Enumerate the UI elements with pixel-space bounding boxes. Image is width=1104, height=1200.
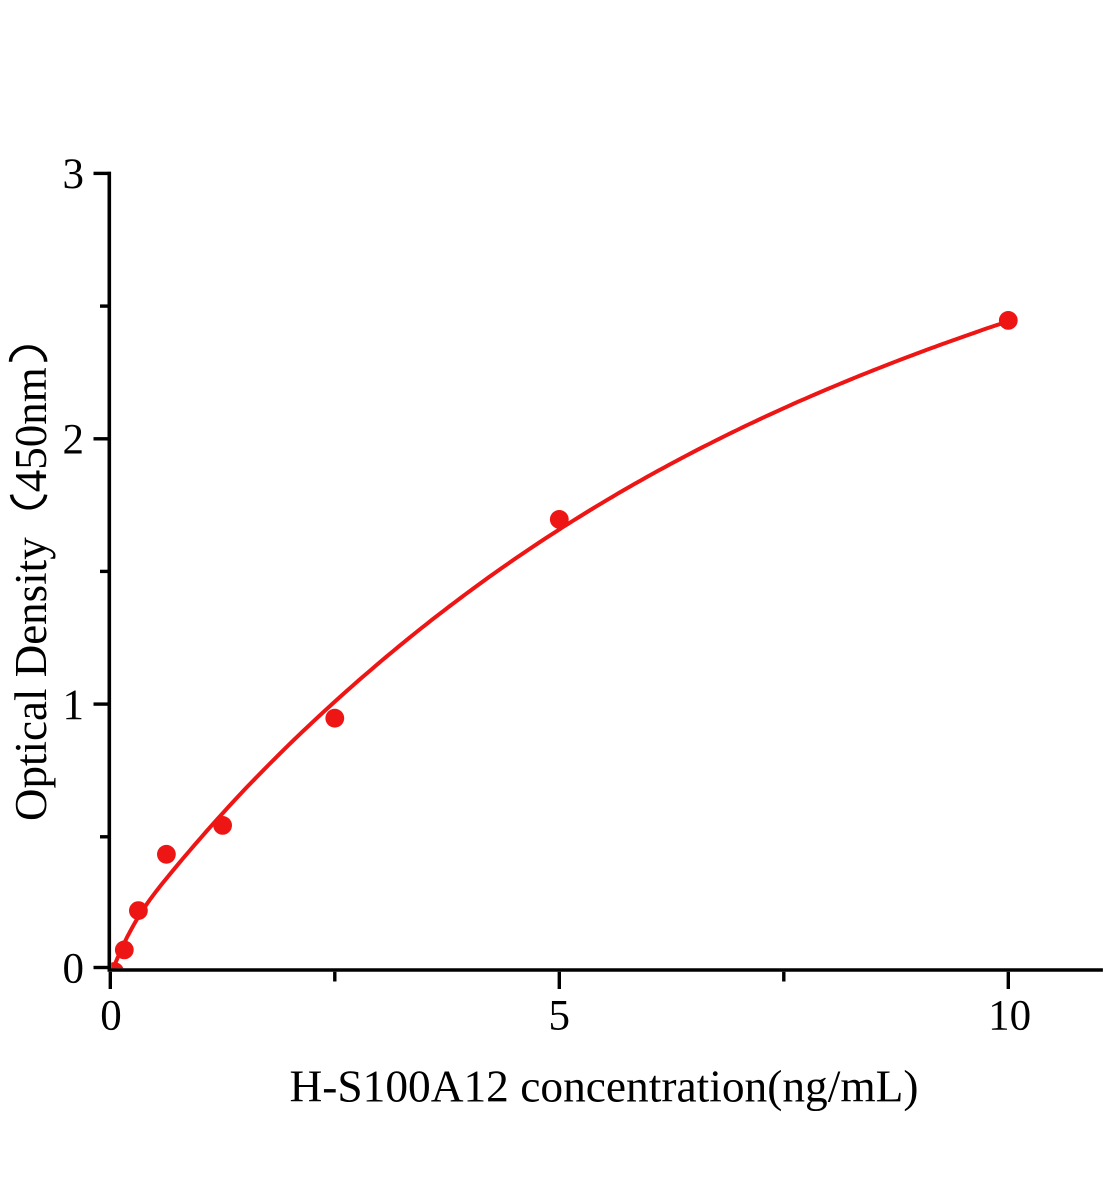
svg-text:1: 1: [63, 682, 85, 729]
svg-text:10: 10: [988, 993, 1031, 1040]
svg-text:2: 2: [63, 417, 85, 464]
svg-text:H-S100A12 concentration(ng/mL): H-S100A12 concentration(ng/mL): [289, 1062, 918, 1112]
svg-text:0: 0: [100, 993, 122, 1040]
svg-text:Optical Density: Optical Density: [6, 537, 56, 821]
svg-text:450nm: 450nm: [6, 367, 56, 492]
svg-text:3: 3: [63, 151, 85, 198]
svg-text:5: 5: [549, 993, 571, 1040]
svg-text:0: 0: [63, 945, 85, 992]
